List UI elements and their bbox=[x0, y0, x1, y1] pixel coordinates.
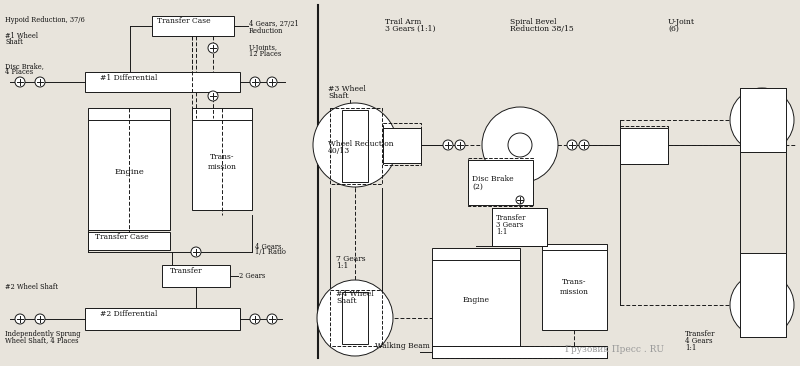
Circle shape bbox=[508, 133, 532, 157]
Circle shape bbox=[313, 103, 397, 187]
Text: 4 Gears: 4 Gears bbox=[685, 337, 713, 345]
Text: #1 Wheel: #1 Wheel bbox=[5, 32, 38, 40]
Circle shape bbox=[250, 77, 260, 87]
Text: U-Joints,: U-Joints, bbox=[249, 44, 278, 52]
Text: 1:1: 1:1 bbox=[336, 262, 348, 270]
Bar bbox=[432, 248, 520, 260]
Text: Disc Brake: Disc Brake bbox=[472, 175, 514, 183]
Text: Reduction: Reduction bbox=[249, 27, 283, 35]
Circle shape bbox=[15, 314, 25, 324]
Text: #1 Differential: #1 Differential bbox=[100, 74, 158, 82]
Text: Independently Sprung: Independently Sprung bbox=[5, 330, 81, 338]
Text: Disc Brake,: Disc Brake, bbox=[5, 62, 44, 70]
Text: Shaft: Shaft bbox=[328, 92, 349, 100]
Text: U-Joint: U-Joint bbox=[668, 18, 695, 26]
Bar bbox=[620, 126, 668, 164]
Text: Shaft: Shaft bbox=[336, 297, 357, 305]
Circle shape bbox=[250, 314, 260, 324]
Text: Transfer: Transfer bbox=[170, 267, 202, 275]
Circle shape bbox=[208, 91, 218, 101]
Bar bbox=[468, 160, 533, 205]
Text: Shaft: Shaft bbox=[5, 38, 23, 46]
Text: 1:1: 1:1 bbox=[685, 344, 696, 352]
Bar bbox=[492, 208, 547, 246]
Text: 1/1 Ratio: 1/1 Ratio bbox=[255, 248, 286, 256]
Bar bbox=[468, 158, 533, 206]
Text: 4 Places: 4 Places bbox=[5, 68, 33, 76]
Text: 3 Gears (1:1): 3 Gears (1:1) bbox=[385, 25, 435, 33]
Text: Transfer Case: Transfer Case bbox=[95, 233, 149, 241]
Text: 2 Gears: 2 Gears bbox=[239, 272, 266, 280]
Circle shape bbox=[15, 77, 25, 87]
Circle shape bbox=[730, 88, 794, 152]
Text: Spiral Bevel: Spiral Bevel bbox=[510, 18, 557, 26]
Text: 4 Gears,: 4 Gears, bbox=[255, 242, 283, 250]
Bar bbox=[542, 244, 607, 250]
Bar bbox=[330, 108, 382, 184]
Bar bbox=[620, 128, 668, 164]
Text: #2 Differential: #2 Differential bbox=[100, 310, 158, 318]
Text: Trans-
mission: Trans- mission bbox=[207, 153, 237, 171]
Circle shape bbox=[443, 140, 453, 150]
Circle shape bbox=[579, 140, 589, 150]
Circle shape bbox=[730, 273, 794, 337]
Text: 12 Places: 12 Places bbox=[249, 50, 282, 58]
Circle shape bbox=[208, 43, 218, 53]
Bar bbox=[88, 118, 170, 230]
Bar bbox=[432, 346, 607, 358]
Text: Trail Arm: Trail Arm bbox=[385, 18, 422, 26]
Text: Transfer Case: Transfer Case bbox=[157, 17, 210, 25]
Bar bbox=[88, 232, 170, 250]
Bar bbox=[432, 258, 520, 346]
Bar bbox=[740, 253, 786, 337]
Text: #2 Wheel Shaft: #2 Wheel Shaft bbox=[5, 283, 58, 291]
Circle shape bbox=[317, 280, 393, 356]
Text: #3 Wheel: #3 Wheel bbox=[328, 85, 366, 93]
Text: Walking Beam: Walking Beam bbox=[375, 342, 430, 350]
Bar bbox=[342, 110, 368, 182]
Text: Engine: Engine bbox=[462, 296, 490, 304]
Bar bbox=[383, 128, 421, 163]
Bar bbox=[85, 72, 240, 92]
Circle shape bbox=[267, 77, 277, 87]
Text: Грузовик Пресс . RU: Грузовик Пресс . RU bbox=[565, 345, 664, 354]
Bar bbox=[192, 108, 252, 120]
Bar bbox=[383, 123, 421, 165]
Bar bbox=[330, 290, 382, 346]
Text: Wheel Reduction: Wheel Reduction bbox=[328, 140, 394, 148]
Circle shape bbox=[516, 196, 524, 204]
Bar bbox=[85, 308, 240, 330]
Text: 1:1: 1:1 bbox=[496, 228, 507, 236]
Text: 4 Gears, 27/21: 4 Gears, 27/21 bbox=[249, 20, 298, 28]
Bar bbox=[432, 346, 607, 358]
Bar bbox=[162, 265, 230, 287]
Text: Hypoid Reduction, 37/6: Hypoid Reduction, 37/6 bbox=[5, 16, 85, 24]
Text: Trans-
mission: Trans- mission bbox=[559, 279, 589, 296]
Bar bbox=[740, 88, 786, 152]
Text: 3 Gears: 3 Gears bbox=[496, 221, 523, 229]
Text: Reduction 38/15: Reduction 38/15 bbox=[510, 25, 574, 33]
Text: #4 Wheel: #4 Wheel bbox=[336, 290, 374, 298]
Circle shape bbox=[482, 107, 558, 183]
Text: 40/13: 40/13 bbox=[328, 147, 350, 155]
Circle shape bbox=[35, 314, 45, 324]
Text: (2): (2) bbox=[472, 183, 483, 191]
Text: Wheel Shaft, 4 Places: Wheel Shaft, 4 Places bbox=[5, 336, 78, 344]
Circle shape bbox=[567, 140, 577, 150]
Text: (6): (6) bbox=[668, 25, 679, 33]
Bar bbox=[542, 248, 607, 330]
Bar bbox=[342, 292, 368, 344]
Bar bbox=[152, 16, 234, 36]
Text: 7 Gears: 7 Gears bbox=[336, 255, 366, 263]
Bar bbox=[492, 208, 547, 246]
Circle shape bbox=[35, 77, 45, 87]
Circle shape bbox=[267, 314, 277, 324]
Circle shape bbox=[455, 140, 465, 150]
Text: Engine: Engine bbox=[114, 168, 144, 176]
Text: Transfer: Transfer bbox=[496, 214, 526, 222]
Text: Transfer: Transfer bbox=[685, 330, 715, 338]
Bar bbox=[88, 108, 170, 120]
Bar bbox=[192, 118, 252, 210]
Circle shape bbox=[191, 247, 201, 257]
